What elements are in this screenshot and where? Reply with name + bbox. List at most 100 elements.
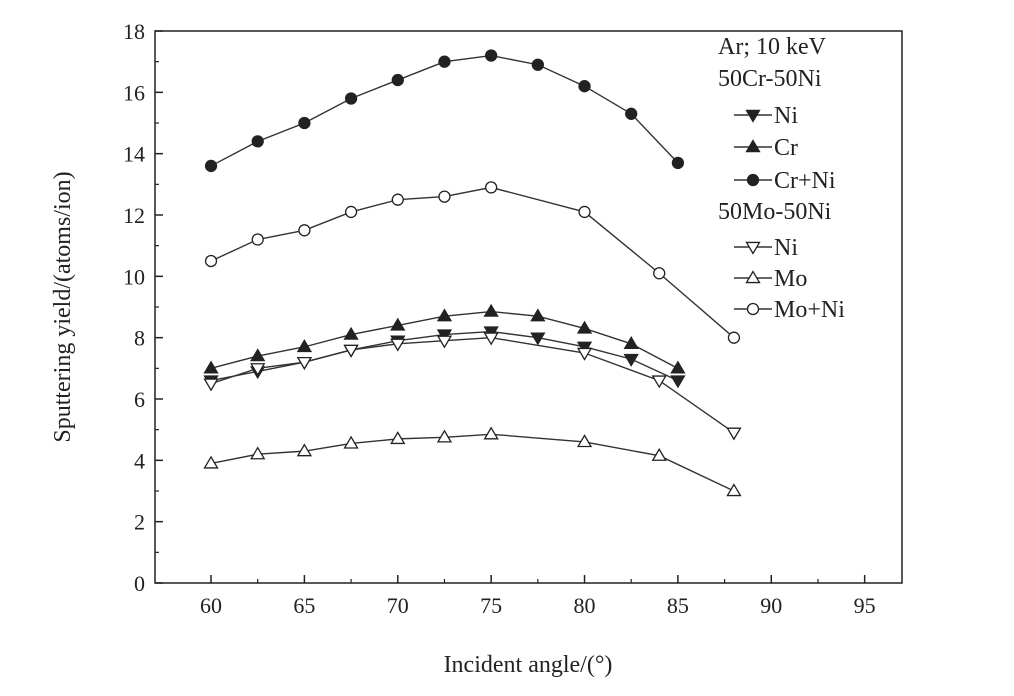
data-point [438,190,451,203]
series-line [210,433,735,492]
legend-entry-label: Cr+Ni [774,168,836,194]
series-layer [203,49,742,497]
data-point [726,483,742,497]
legend-entry: Cr+Ni [734,168,836,194]
data-point [576,320,593,334]
data-point [343,344,359,358]
legend-swatch-marker [746,302,760,316]
y-tick-label: 0 [134,571,145,596]
data-point [203,455,219,469]
data-point [530,332,546,346]
data-point [438,55,451,68]
data-point [578,80,591,93]
legend-entry-label: Cr [774,135,798,161]
legend-group-mo-ni: 50Mo-50Ni [718,199,832,225]
series-line [210,336,735,434]
data-point [298,224,311,237]
data-point [576,434,593,448]
legend-entry: Cr [734,135,798,161]
y-tick-label: 12 [123,203,145,228]
data-point [651,447,667,461]
series-50mo-50ni-ni [203,332,742,441]
y-tick-label: 10 [123,264,145,289]
data-point [483,332,499,346]
data-point [670,360,686,374]
y-tick-label: 16 [123,80,145,105]
data-point [578,205,591,219]
data-point [530,308,546,322]
data-point [653,267,666,280]
y-tick-label: 18 [123,19,145,44]
legend-entry: Ni [734,235,798,261]
legend-title: Ar; 10 keV [718,34,827,60]
data-point [296,356,313,370]
x-tick-label: 85 [667,593,689,618]
data-point [483,426,499,440]
series-50mo-50ni-mo-plus-ni [204,181,741,344]
legend-swatch-marker [745,241,761,255]
y-tick-label: 2 [134,510,145,535]
legend-entry-label: Ni [774,103,798,129]
series-line [210,54,679,167]
data-point [296,339,313,353]
legend-entry: Mo+Ni [734,297,845,323]
data-point [436,429,453,443]
legend-group-cr-ni: 50Cr-50Ni [718,66,822,92]
x-tick-label: 90 [760,593,782,618]
series-line [210,186,735,339]
data-point [727,331,741,344]
data-point [483,303,499,317]
data-point [250,446,266,460]
data-point [391,73,404,87]
data-point [651,375,667,389]
legend-swatch-marker [745,139,761,153]
data-point [296,443,313,457]
data-point [343,326,359,340]
data-point [344,92,358,105]
data-point [576,347,593,361]
y-tick-label: 14 [123,142,145,167]
legend-entry-label: Mo+Ni [774,297,845,323]
series-50cr-50ni-cr [203,303,686,374]
x-tick-label: 80 [574,593,596,618]
legend-entry: Ni [734,103,798,129]
series-50mo-50ni-mo [203,426,742,497]
x-tick-label: 95 [854,593,876,618]
data-point [484,181,498,194]
data-point [203,360,219,374]
data-point [390,431,406,445]
data-point [623,353,639,367]
x-tick-label: 70 [387,593,409,618]
data-point [251,233,264,246]
y-axis-title: Sputtering yield/(atoms/ion) [50,171,76,442]
data-point [670,375,686,389]
data-point [726,427,742,441]
series-50cr-50ni-cr-plus-ni [204,49,685,173]
legend-swatch-marker [745,270,761,284]
y-tick-label: 6 [134,387,145,412]
data-point [250,348,266,362]
data-point [625,107,638,120]
y-tick-label: 4 [134,448,145,473]
legend: Ar; 10 keV 50Cr-50Ni 50Mo-50Ni Ni Cr Cr+Ni… [718,34,845,323]
data-point [344,205,358,219]
data-point [343,435,359,449]
data-point [298,116,311,130]
x-tick-label: 60 [200,593,222,618]
legend-swatch-marker [746,173,760,187]
legend-entry: Mo [734,266,807,292]
x-tick-label: 65 [293,593,315,618]
data-point [204,254,218,268]
data-point [391,193,404,206]
x-axis-title: Incident angle/(°) [444,652,613,678]
x-tick-label: 75 [480,593,502,618]
data-point [390,338,406,352]
legend-swatch-marker [745,109,761,123]
data-point [436,335,453,349]
data-point [436,308,453,322]
data-point [531,58,544,71]
axis-ticks: 60 65 70 75 80 85 90 95 0 2 4 6 8 10 12 14 16 18 [123,19,876,618]
data-point [203,378,219,392]
data-point [250,363,266,377]
